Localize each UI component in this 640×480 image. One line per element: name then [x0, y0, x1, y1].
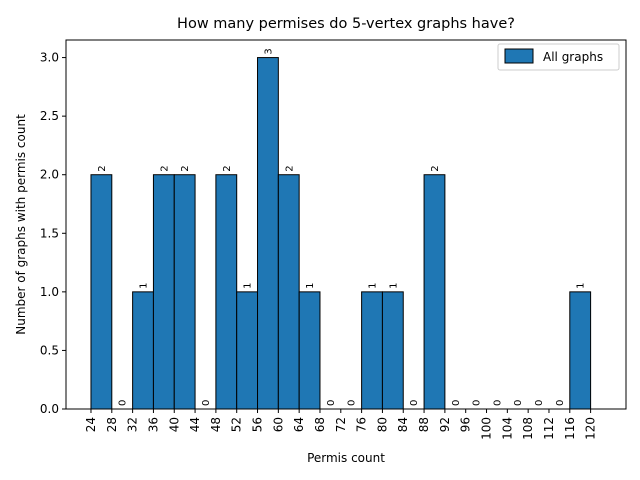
y-tick-label: 1.5: [40, 226, 59, 240]
bar-40: [173, 174, 196, 410]
x-tick-label: 88: [417, 417, 431, 432]
bars-group: [90, 57, 592, 410]
bar-value-label: 2: [97, 165, 108, 171]
y-axis: 0.0 0.5 1.0 1.5 2.0 2.5 3.0: [40, 51, 66, 416]
x-tick-label: 96: [459, 417, 473, 432]
x-tick-label: 116: [563, 417, 577, 440]
y-tick-label: 1.0: [40, 285, 59, 299]
legend-swatch: [504, 48, 534, 64]
x-axis-label: Permis count: [307, 451, 385, 465]
x-tick-label: 44: [188, 417, 202, 432]
bar-value-label: 1: [576, 282, 587, 288]
y-tick-label: 2.0: [40, 168, 59, 182]
bar-64: [298, 291, 321, 410]
x-tick-label: 48: [209, 417, 223, 432]
x-axis: 24 28 32 36 40 44 48 52 56 60 64 68 72 76 80 84 88 92 96 10…: [84, 409, 598, 440]
bar-value-label: 0: [347, 400, 358, 406]
legend-label: All graphs: [543, 50, 603, 64]
bar-value-label: 1: [388, 282, 399, 288]
bar-value-label: 0: [534, 400, 545, 406]
bar-value-label: 2: [430, 165, 441, 171]
bar-value-label: 2: [222, 165, 233, 171]
bar-labels-group: 2 0 1 2 2 0 2 1 3 2 1 0 0 1 1 0 2 0 0 0 0 0 0 1: [97, 48, 587, 406]
x-tick-label: 68: [313, 417, 327, 432]
y-tick-label: 0.0: [40, 402, 59, 416]
bar-value-label: 2: [180, 165, 191, 171]
y-tick-label: 0.5: [40, 343, 59, 357]
x-tick-label: 60: [271, 417, 285, 432]
bar-value-label: 0: [472, 400, 483, 406]
bar-48: [215, 174, 238, 410]
bar-value-label: 1: [243, 282, 254, 288]
bar-value-label: 3: [263, 48, 274, 54]
x-tick-label: 64: [292, 417, 306, 432]
x-tick-label: 32: [126, 417, 140, 432]
bar-value-label: 0: [555, 400, 566, 406]
x-tick-label: 84: [396, 417, 410, 432]
x-tick-label: 80: [375, 417, 389, 432]
bar-24: [90, 174, 113, 410]
x-tick-label: 24: [84, 417, 98, 432]
legend: All graphs: [497, 43, 620, 71]
bar-80: [381, 291, 404, 410]
bar-value-label: 2: [159, 165, 170, 171]
chart-title: How many permises do 5-vertex graphs hav…: [177, 16, 515, 32]
bar-value-label: 0: [513, 400, 524, 406]
x-tick-label: 28: [105, 417, 119, 432]
x-tick-label: 72: [334, 417, 348, 432]
bar-value-label: 1: [305, 282, 316, 288]
bar-value-label: 0: [326, 400, 337, 406]
x-tick-label: 120: [584, 417, 598, 440]
y-tick-label: 3.0: [40, 51, 59, 65]
x-tick-label: 36: [146, 417, 160, 432]
bar-76: [361, 291, 383, 410]
bar-36: [152, 174, 175, 410]
bar-value-label: 0: [409, 400, 420, 406]
x-tick-label: 40: [167, 417, 181, 432]
x-tick-label: 112: [542, 417, 556, 440]
plot-area-frame: [65, 39, 627, 410]
bar-value-label: 0: [451, 400, 462, 406]
bar-value-label: 2: [284, 165, 295, 171]
bar-value-label: 0: [201, 400, 212, 406]
x-tick-label: 76: [355, 417, 369, 432]
x-tick-label: 92: [438, 417, 452, 432]
x-tick-label: 108: [521, 417, 535, 440]
x-tick-label: 56: [251, 417, 265, 432]
bar-60: [277, 174, 300, 410]
bar-52: [236, 291, 259, 410]
y-axis-label: Number of graphs with permis count: [14, 114, 28, 335]
bar-116: [569, 291, 592, 410]
bar-value-label: 1: [368, 282, 379, 288]
bar-56: [257, 57, 279, 410]
bar-88: [423, 174, 446, 410]
x-tick-label: 52: [230, 417, 244, 432]
x-tick-label: 104: [500, 417, 514, 440]
bar-32: [132, 291, 154, 410]
bar-value-label: 0: [118, 400, 129, 406]
bar-value-label: 0: [492, 400, 503, 406]
bar-value-label: 1: [139, 282, 150, 288]
y-tick-label: 2.5: [40, 109, 59, 123]
x-tick-label: 100: [480, 417, 494, 440]
